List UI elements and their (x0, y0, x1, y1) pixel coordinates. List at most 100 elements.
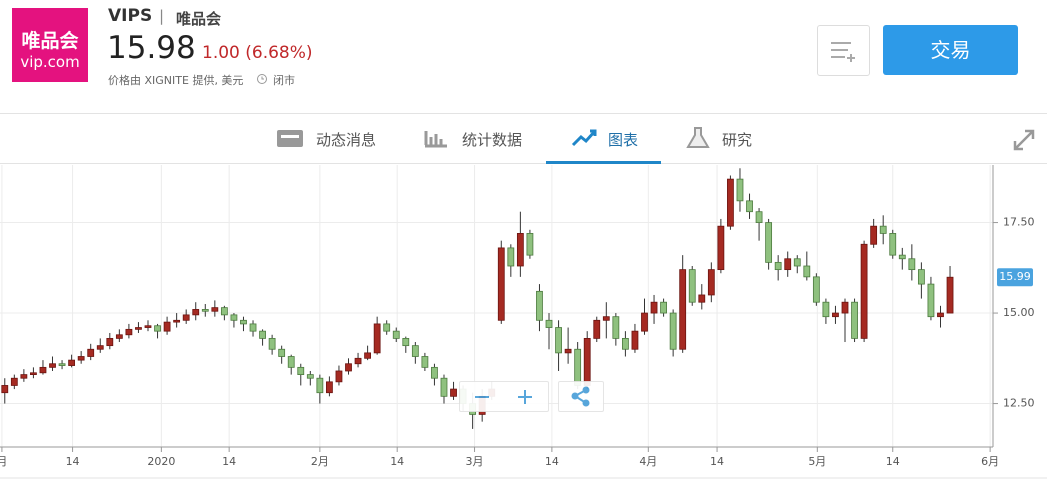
active-tab-underline (546, 161, 661, 164)
candle-body (431, 366, 438, 379)
y-tick-label: 12.50 (1003, 397, 1035, 410)
logo-text: 唯品会 (21, 30, 79, 52)
candle-body (68, 359, 76, 366)
candle-body (908, 258, 916, 271)
candle-body (440, 377, 448, 397)
candle-body (660, 301, 667, 314)
separator: | (159, 7, 165, 25)
candle-body (602, 316, 610, 321)
candle-body (765, 222, 773, 263)
candle-body (946, 276, 954, 314)
candle-body (287, 356, 295, 368)
candle-body (192, 309, 200, 316)
candle-body (326, 381, 333, 394)
watchlist-button[interactable] (817, 25, 870, 76)
candle-body (383, 323, 391, 332)
x-tick-label: 6月 (981, 455, 999, 468)
candle-body (536, 290, 543, 321)
x-tick-label: 4月 (639, 455, 657, 468)
tab[interactable]: 图表 (608, 131, 639, 149)
candle-body (889, 233, 897, 256)
x-tick-label: 3月 (466, 455, 484, 468)
candle-body (698, 294, 706, 303)
candle-body (669, 312, 677, 350)
market-status: 闭市 (273, 74, 295, 87)
candle-body (927, 283, 935, 318)
candle-body (268, 337, 276, 350)
candle-body (583, 337, 591, 386)
x-tick-label: 2月 (311, 455, 329, 468)
y-tick-label: 15.00 (1003, 306, 1035, 319)
candle-body (96, 345, 104, 350)
candle-body (345, 363, 352, 372)
x-tick-label: 14 (710, 455, 724, 468)
candle-body (612, 316, 620, 339)
tab[interactable]: 动态消息 (316, 131, 377, 149)
candle-body (58, 363, 66, 366)
share-icon (571, 386, 590, 407)
candle-body (516, 233, 524, 267)
price: 15.98 (107, 30, 196, 66)
candle-body (115, 334, 123, 339)
trade-button[interactable]: 交易 (883, 25, 1018, 75)
candle-body (49, 363, 56, 368)
candle-body (803, 265, 811, 278)
last-price-tag (997, 268, 1033, 287)
source: 价格由 XIGNITE 提供, 美元 (108, 74, 244, 87)
watchlist-icon (831, 42, 855, 62)
candle-body (736, 178, 744, 202)
candle-body (650, 301, 658, 314)
candle-body (106, 337, 114, 347)
expand-icon[interactable] (1012, 128, 1036, 152)
candle-body (77, 356, 85, 361)
candle-body (784, 258, 792, 271)
candle-body (593, 319, 601, 339)
share-button[interactable] (558, 381, 604, 412)
zoom-controls (459, 381, 549, 412)
price-change: 1.00 (6.68%) (202, 43, 313, 63)
candle-body (39, 366, 47, 374)
candle-body (727, 178, 734, 227)
candle-body (211, 307, 219, 312)
candle-body (20, 374, 28, 379)
divider (0, 113, 1047, 114)
candle-body (917, 269, 925, 285)
logo: 唯品会 vip.com (12, 8, 88, 82)
candle-body (154, 325, 161, 332)
last-price-label: 15.99 (999, 270, 1031, 283)
candle-body (144, 325, 152, 328)
candle-body (812, 276, 820, 303)
candle-body (870, 225, 878, 245)
candle-body (30, 372, 37, 375)
candle-body (564, 348, 572, 354)
tab[interactable]: 研究 (722, 131, 753, 149)
company-name: 唯品会 (176, 10, 222, 28)
logo-sub: vip.com (20, 53, 80, 71)
candle-body (10, 377, 18, 386)
x-tick-label: 14 (66, 455, 80, 468)
candle-body (259, 330, 266, 339)
candle-body (240, 319, 247, 325)
candle-body (201, 309, 209, 312)
candle-body (297, 366, 305, 375)
candle-body (688, 269, 696, 303)
candle-body (707, 269, 715, 296)
candle-body (220, 307, 228, 316)
candle-body (125, 328, 133, 336)
candle-body (249, 323, 257, 332)
candle-body (173, 319, 181, 323)
candle-body (937, 312, 944, 318)
candle-body (411, 345, 419, 357)
candle-body (898, 254, 906, 260)
candle-body (87, 348, 95, 357)
candle-body (354, 357, 362, 365)
symbol: VIPS (108, 6, 153, 26)
candle-body (392, 330, 400, 339)
tab[interactable]: 统计数据 (462, 131, 523, 149)
candle-body (545, 319, 553, 328)
candle-body (450, 388, 457, 397)
candle-body (278, 348, 286, 357)
candle-body (860, 243, 868, 339)
